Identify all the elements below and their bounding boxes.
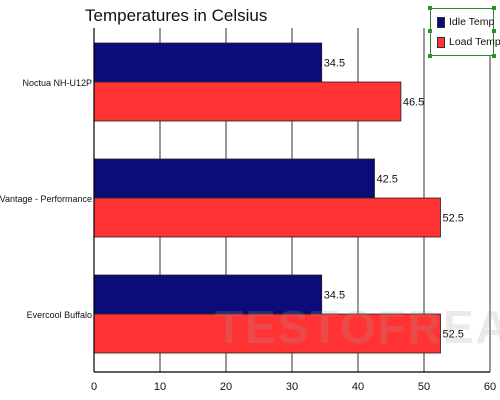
data-label-idle-0: 34.5 (324, 58, 345, 70)
category-label-1: CoolIt Vantage - Performance (0, 194, 92, 204)
selection-handle-top-left[interactable] (428, 6, 432, 10)
legend-entry-load: Load Temp (437, 35, 500, 49)
x-tick-label-60: 60 (484, 381, 496, 393)
category-label-0: Noctua NH-U12P (22, 78, 92, 88)
x-tick-label-10: 10 (154, 381, 166, 393)
legend-label-idle: Idle Temp (449, 16, 495, 28)
category-label-2: Evercool Buffalo (27, 310, 92, 320)
bar-load-2 (93, 313, 441, 354)
chart-title: Temperatures in Celsius (85, 6, 268, 25)
x-tick-label-30: 30 (286, 381, 298, 393)
bar-idle-2 (93, 274, 323, 315)
selection-handle-bottom-left[interactable] (428, 54, 432, 58)
x-tick-label-40: 40 (352, 381, 364, 393)
data-label-load-0: 46.5 (403, 97, 424, 109)
legend-entry-idle: Idle Temp (437, 15, 494, 29)
x-tick-label-0: 0 (91, 381, 97, 393)
legend-label-load: Load Temp (449, 36, 500, 48)
x-tick-label-50: 50 (418, 381, 430, 393)
bar-idle-1 (93, 158, 375, 199)
selection-handle-bottom-right[interactable] (492, 54, 496, 58)
x-tick-label-20: 20 (220, 381, 232, 393)
legend[interactable]: Idle Temp Load Temp (428, 6, 500, 58)
legend-swatch-load (437, 36, 445, 48)
data-label-load-1: 52.5 (443, 213, 464, 225)
selection-handle-mid-right[interactable] (492, 29, 496, 33)
data-label-idle-2: 34.5 (324, 290, 345, 302)
selection-handle-top-right[interactable] (492, 6, 496, 10)
data-label-idle-1: 42.5 (377, 174, 398, 186)
watermark-text: TESTOFREAKS (215, 301, 500, 353)
data-label-load-2: 52.5 (443, 329, 464, 341)
bar-load-1 (93, 197, 441, 238)
bar-idle-0 (93, 42, 323, 83)
selection-handle-mid-left[interactable] (428, 29, 432, 33)
bar-load-0 (93, 81, 402, 122)
legend-swatch-idle (437, 16, 445, 28)
